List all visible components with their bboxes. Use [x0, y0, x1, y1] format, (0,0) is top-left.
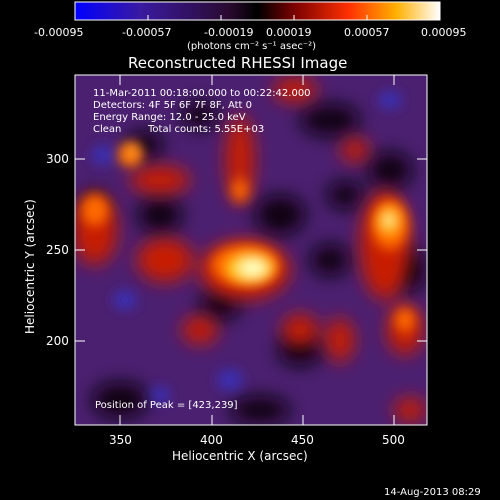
peak-position-label: Position of Peak = [423,239]	[95, 400, 238, 411]
x-tick-label: 350	[109, 433, 132, 447]
timestamp: 14-Aug-2013 08:29	[384, 487, 481, 498]
colorbar-tick-label: -0.00019	[204, 26, 253, 39]
color-bar-gradient	[74, 1, 441, 21]
x-tick-label: 400	[200, 433, 223, 447]
colorbar-tick-label: 0.00057	[344, 26, 390, 39]
plot-title: Reconstructed RHESSI Image	[128, 54, 347, 72]
y-tick-label: 250	[46, 243, 69, 257]
x-tick-label: 450	[291, 433, 314, 447]
info-method: Clean	[93, 124, 121, 135]
y-axis-label: Heliocentric Y (arcsec)	[23, 199, 37, 334]
colorbar-tick-label: -0.00057	[122, 26, 171, 39]
observation-info: 11-Mar-2011 00:18:00.000 to 00:22:42.000…	[93, 88, 311, 135]
reconstructed-image-map	[75, 75, 427, 425]
info-time-range: 11-Mar-2011 00:18:00.000 to 00:22:42.000	[93, 88, 311, 99]
colorbar-tick-label: 0.00095	[421, 26, 467, 39]
info-total-counts: Total counts: 5.55E+03	[147, 124, 264, 135]
y-tick-label: 200	[46, 334, 69, 348]
colorbar-tick-label: 0.00019	[266, 26, 312, 39]
info-energy-range: Energy Range: 12.0 - 25.0 keV	[93, 112, 246, 123]
info-detectors: Detectors: 4F 5F 6F 7F 8F, Att 0	[93, 100, 252, 111]
x-axis-label: Heliocentric X (arcsec)	[172, 449, 308, 463]
y-tick-label: 300	[46, 152, 69, 166]
colorbar-unit-label: (photons cm⁻² s⁻¹ asec⁻²)	[187, 41, 316, 52]
color-bar: -0.00095 -0.00057 -0.00019 0.00019 0.000…	[34, 1, 467, 52]
axis-ticks	[75, 75, 427, 425]
colorbar-tick-label: -0.00095	[34, 26, 83, 39]
x-tick-label: 500	[382, 433, 405, 447]
